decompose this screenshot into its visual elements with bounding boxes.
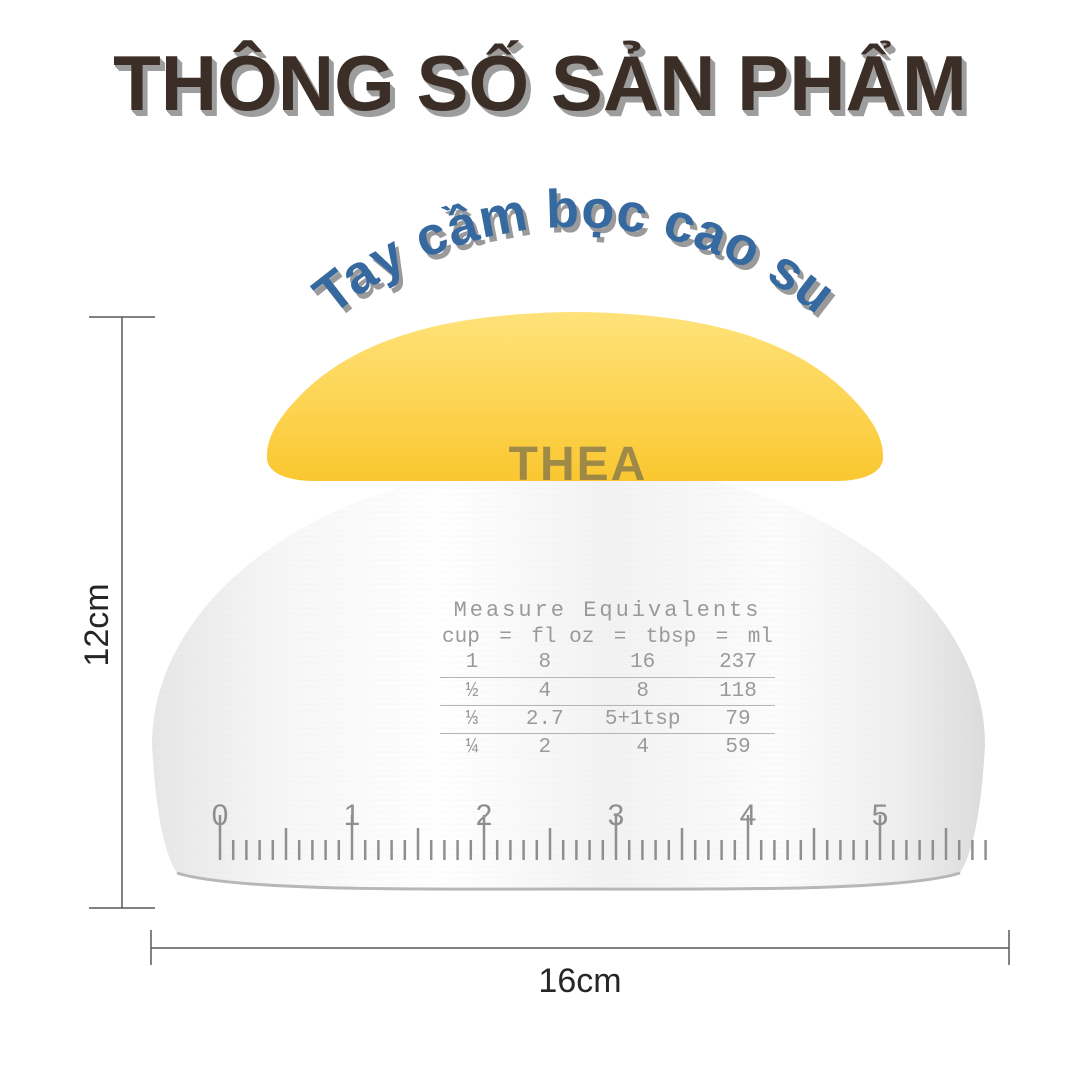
svg-text:3: 3 [608, 799, 625, 832]
svg-text:0: 0 [212, 799, 229, 832]
svg-text:16cm: 16cm [538, 962, 621, 1000]
svg-text:12cm: 12cm [78, 583, 116, 666]
svg-text:1: 1 [344, 799, 361, 832]
svg-text:Tay cầm bọc cao su: Tay cầm bọc cao su [303, 179, 847, 326]
svg-text:5: 5 [872, 799, 889, 832]
svg-text:THEA: THEA [509, 438, 648, 491]
svg-text:4: 4 [740, 799, 757, 832]
svg-text:2: 2 [476, 799, 493, 832]
